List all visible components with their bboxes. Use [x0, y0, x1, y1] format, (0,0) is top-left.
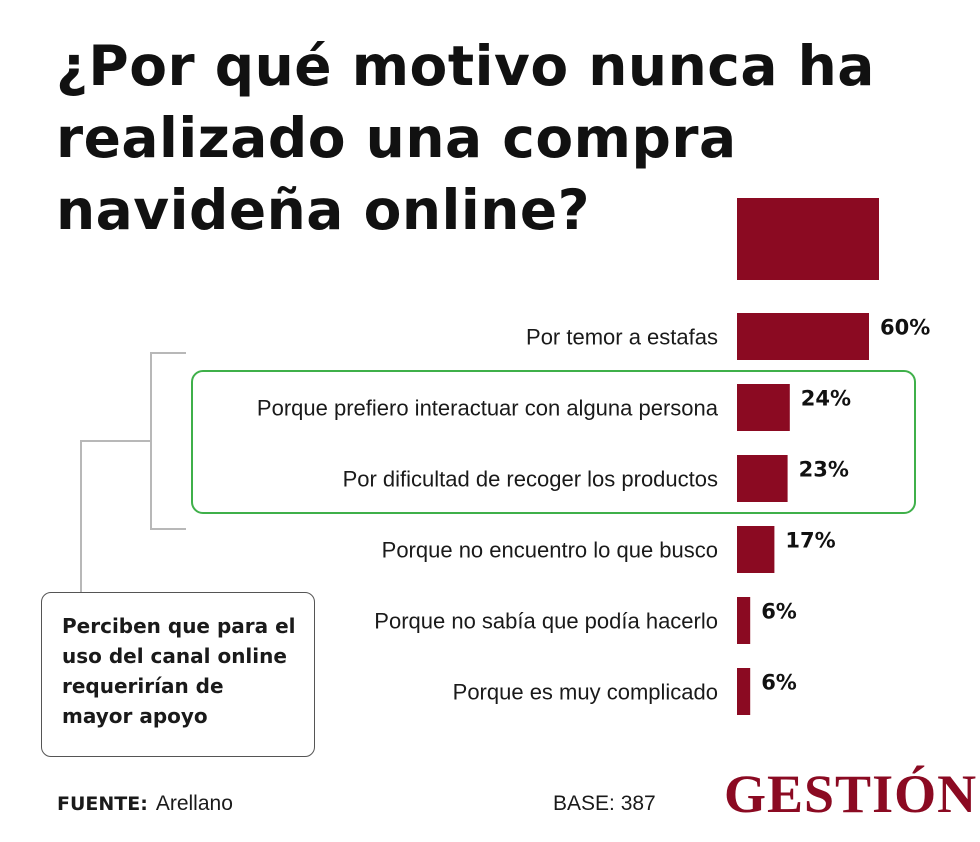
source-note: FUENTE: Arellano	[57, 792, 233, 816]
data-label: 23%	[799, 458, 849, 482]
source-label: FUENTE:	[57, 793, 148, 815]
highlight-group-box	[191, 370, 916, 514]
brand-logo: GESTIÓN	[724, 764, 978, 824]
annotation-text: Perciben que para el uso del canal onlin…	[62, 614, 296, 728]
bar	[737, 668, 751, 715]
source-value: Arellano	[155, 792, 233, 815]
data-label: 6%	[761, 671, 797, 695]
data-label: 6%	[761, 600, 797, 624]
annotation-box: Perciben que para el uso del canal onlin…	[41, 592, 315, 757]
category-label: Por temor a estafas	[526, 325, 718, 350]
category-label: Porque no encuentro lo que busco	[382, 538, 718, 563]
bar	[737, 526, 775, 573]
bar	[737, 597, 751, 644]
bracket-line	[80, 440, 150, 442]
data-label: 60%	[880, 316, 930, 340]
category-label: Porque prefiero interactuar con alguna p…	[257, 396, 719, 421]
data-label: 24%	[801, 387, 851, 411]
bracket-line	[150, 352, 186, 354]
bar	[737, 313, 869, 360]
category-label: Por dificultad de recoger los productos	[343, 467, 718, 492]
chart-title: ¿Por qué motivo nunca ha realizado una c…	[56, 34, 875, 242]
bracket-line	[150, 528, 186, 530]
data-label: 17%	[785, 529, 835, 553]
bracket-line	[150, 352, 152, 529]
bar	[737, 384, 790, 431]
decorative-block	[737, 198, 879, 280]
category-label: Porque no sabía que podía hacerlo	[374, 609, 718, 634]
sample-base: BASE: 387	[553, 792, 656, 815]
bracket-line	[80, 440, 82, 593]
category-label: Porque es muy complicado	[453, 680, 718, 705]
bar	[737, 455, 788, 502]
